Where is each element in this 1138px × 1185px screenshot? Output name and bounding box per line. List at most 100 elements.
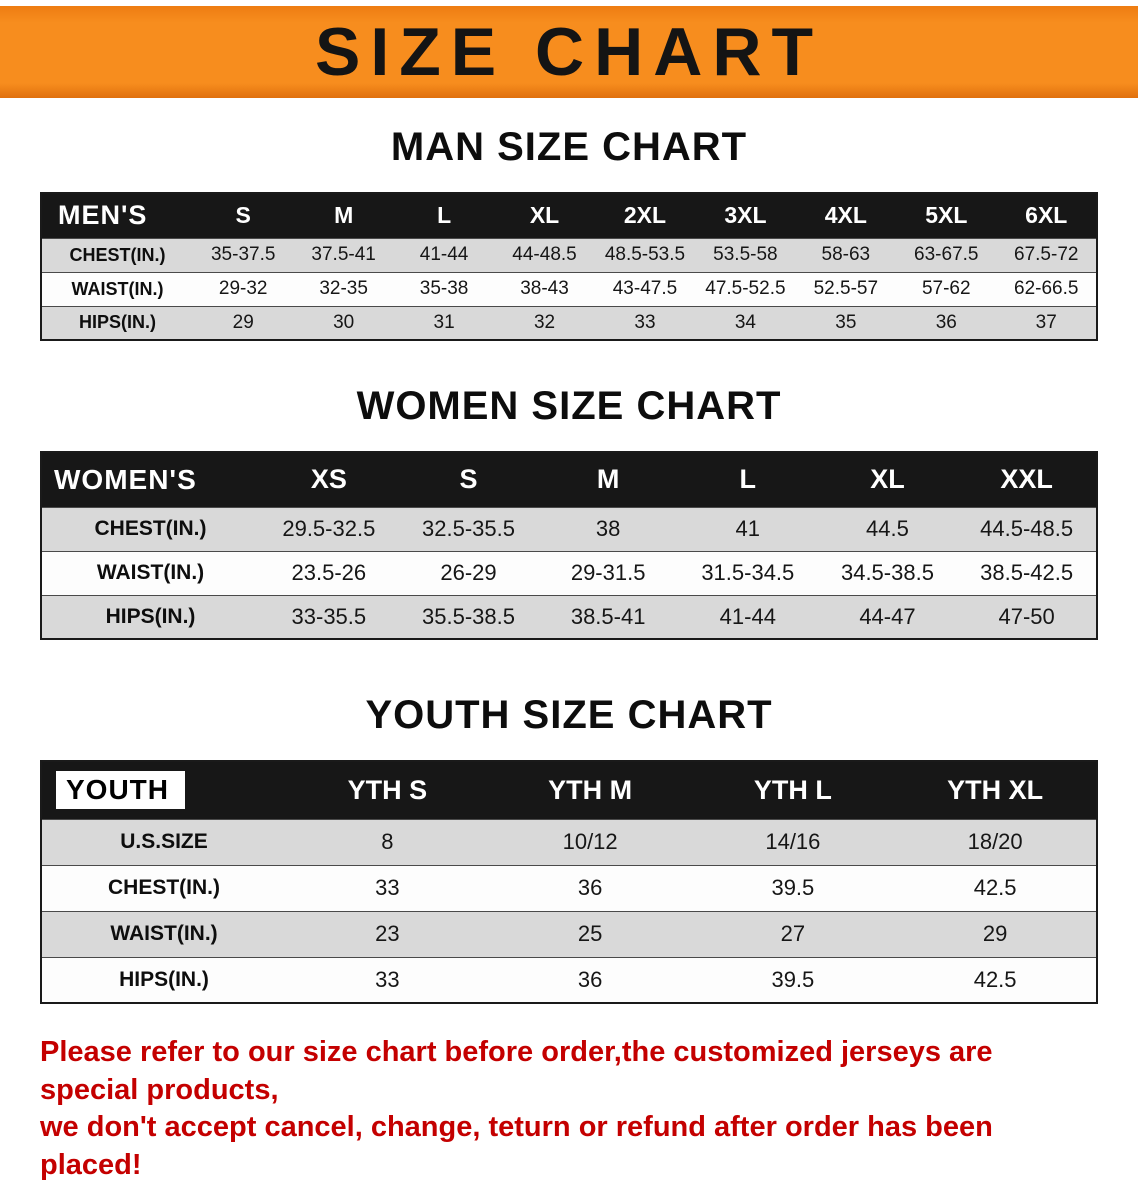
- table-row: HIPS(IN.) 33 36 39.5 42.5: [41, 957, 1097, 1003]
- size-value-cell: 25: [577, 921, 603, 946]
- size-value-cell: 37: [1035, 311, 1057, 333]
- size-column-header: M: [293, 193, 394, 238]
- size-value-cell: 27: [780, 921, 806, 946]
- size-value-cell: 29-31.5: [570, 560, 646, 585]
- size-value-cell: 44.5: [866, 516, 909, 541]
- size-value-cell: 32-35: [319, 278, 368, 299]
- size-value-cell: 39.5: [771, 875, 815, 900]
- table-corner-label: WOMEN'S: [41, 452, 259, 507]
- table-row: WAIST(IN.) 29-32 32-35 35-38 38-43 43-47.5 47.…: [41, 272, 1097, 306]
- size-value-cell: 33: [375, 966, 400, 992]
- size-value-cell: 38: [595, 516, 621, 541]
- size-value-cell: 29.5-32.5: [282, 516, 376, 541]
- size-value-cell: 18/20: [967, 829, 1023, 854]
- size-value-cell: 31.5-34.5: [701, 560, 795, 585]
- size-column-header: 4XL: [795, 193, 897, 238]
- table-corner-text: WOMEN'S: [54, 463, 197, 495]
- youth-size-table: YOUTH YTH S YTH M YTH L YTH XL U.S.SIZE 8 10/12…: [40, 760, 1098, 1004]
- banner-title: SIZE CHART: [315, 14, 823, 90]
- size-column-header: 5XL: [896, 193, 997, 238]
- women-size-chart-section: WOMEN SIZE CHART WOMEN'S XS S M L XL XXL CHEST(…: [0, 383, 1138, 640]
- table-corner-label: YOUTH: [41, 761, 286, 819]
- size-value-cell: 41: [735, 516, 761, 541]
- table-row: WAIST(IN.) 23 25 27 29: [41, 911, 1097, 957]
- size-value-cell: 44-48.5: [512, 244, 577, 265]
- size-value-cell: 38-43: [520, 278, 569, 299]
- size-value-cell: 31: [433, 311, 455, 333]
- measurement-label: WAIST(IN.): [71, 278, 164, 299]
- size-value-cell: 23: [375, 921, 400, 946]
- table-row: WAIST(IN.) 23.5-26 26-29 29-31.5 31.5-34.5 34…: [41, 551, 1097, 595]
- size-value-cell: 47-50: [998, 603, 1055, 629]
- measurement-label: CHEST(IN.): [94, 517, 207, 540]
- size-value-cell: 63-67.5: [914, 244, 979, 265]
- man-section-heading: MAN SIZE CHART: [390, 125, 748, 169]
- size-value-cell: 57-62: [921, 278, 971, 299]
- size-value-cell: 29-32: [218, 278, 268, 299]
- size-column-header: YTH XL: [894, 761, 1097, 819]
- table-header-row: YOUTH YTH S YTH M YTH L YTH XL: [41, 761, 1097, 819]
- size-column-header: YTH L: [691, 761, 895, 819]
- size-column-header: YTH M: [488, 761, 692, 819]
- table-header-row: WOMEN'S XS S M L XL XXL: [41, 452, 1097, 507]
- measurement-label: WAIST(IN.): [96, 561, 205, 584]
- size-value-cell: 32.5-35.5: [422, 516, 515, 541]
- size-value-cell: 26-29: [440, 560, 497, 585]
- size-value-cell: 36: [935, 311, 957, 333]
- size-value-cell: 35-38: [419, 278, 469, 299]
- size-value-cell: 30: [333, 311, 355, 333]
- size-value-cell: 44-47: [859, 603, 916, 629]
- measurement-label: HIPS(IN.): [105, 604, 196, 628]
- measurement-label: HIPS(IN.): [119, 967, 209, 991]
- size-value-cell: 48.5-53.5: [604, 244, 686, 265]
- size-value-cell: 42.5: [973, 966, 1017, 992]
- size-value-cell: 34.5-38.5: [840, 560, 934, 585]
- size-value-cell: 47.5-52.5: [705, 278, 786, 299]
- measurement-label: CHEST(IN.): [108, 876, 220, 899]
- size-column-header: S: [193, 193, 294, 238]
- size-value-cell: 52.5-57: [813, 278, 879, 299]
- size-value-cell: 33-35.5: [291, 603, 367, 629]
- size-column-header: YTH S: [286, 761, 489, 819]
- size-chart-banner: SIZE CHART: [0, 6, 1138, 98]
- table-row: HIPS(IN.) 29 30 31 32 33 34 35 36 37: [41, 306, 1097, 340]
- size-column-header: L: [677, 452, 818, 507]
- size-value-cell: 62-66.5: [1014, 278, 1079, 299]
- size-value-cell: 33: [375, 875, 400, 900]
- size-value-cell: 35: [835, 311, 857, 333]
- size-value-cell: 58-63: [821, 244, 871, 265]
- disclaimer-line-2: we don't accept cancel, change, teturn o…: [40, 1111, 993, 1182]
- size-value-cell: 8: [381, 829, 394, 854]
- table-corner-text: YOUTH: [56, 771, 185, 810]
- disclaimer-line-1: Please refer to our size chart before or…: [40, 1036, 993, 1106]
- size-value-cell: 38.5-42.5: [980, 560, 1074, 585]
- size-column-header: 3XL: [695, 193, 796, 238]
- women-section-heading: WOMEN SIZE CHART: [356, 384, 782, 428]
- size-column-header: L: [393, 193, 495, 238]
- measurement-label: CHEST(IN.): [69, 244, 166, 265]
- table-row: U.S.SIZE 8 10/12 14/16 18/20: [41, 819, 1097, 865]
- size-value-cell: 44.5-48.5: [980, 516, 1074, 541]
- table-row: CHEST(IN.) 33 36 39.5 42.5: [41, 865, 1097, 911]
- size-value-cell: 29: [982, 921, 1008, 946]
- size-column-header: 6XL: [996, 193, 1097, 238]
- size-value-cell: 36: [577, 875, 603, 900]
- size-column-header: S: [398, 452, 539, 507]
- size-value-cell: 23.5-26: [291, 560, 367, 585]
- table-corner-text: MEN'S: [58, 200, 148, 231]
- measurement-label: U.S.SIZE: [120, 830, 208, 853]
- measurement-label: WAIST(IN.): [110, 922, 218, 945]
- size-value-cell: 43-47.5: [612, 278, 678, 299]
- size-value-cell: 41-44: [719, 603, 776, 629]
- size-value-cell: 35-37.5: [210, 244, 276, 265]
- size-column-header: XL: [817, 452, 958, 507]
- size-value-cell: 41-44: [419, 244, 469, 265]
- size-value-cell: 35.5-38.5: [422, 603, 515, 629]
- table-corner-label: MEN'S: [41, 193, 193, 238]
- disclaimer-note: Please refer to our size chart before or…: [40, 1034, 1098, 1185]
- man-size-chart-section: MAN SIZE CHART MEN'S S M L XL 2XL 3XL 4XL 5XL 6XL…: [0, 124, 1138, 341]
- size-value-cell: 34: [734, 311, 756, 333]
- size-value-cell: 10/12: [562, 829, 618, 854]
- size-value-cell: 36: [577, 966, 603, 992]
- size-value-cell: 32: [533, 311, 556, 333]
